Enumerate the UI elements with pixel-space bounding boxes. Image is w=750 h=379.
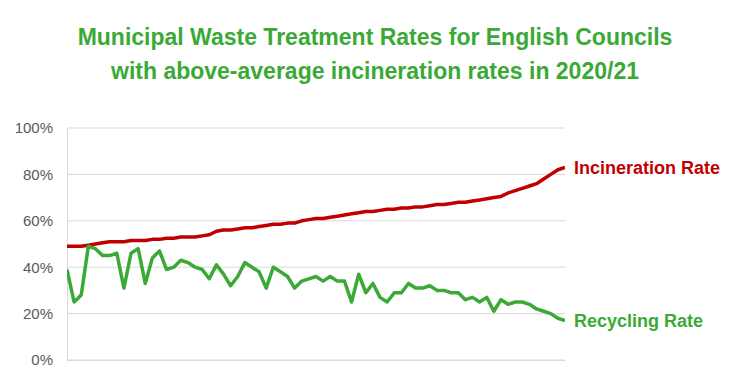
title-line: with above-average incineration rates in… xyxy=(110,58,639,84)
series-label: Recycling Rate xyxy=(574,311,703,331)
series-group xyxy=(67,167,565,320)
tick: 60% xyxy=(23,212,67,229)
grid-line xyxy=(67,313,565,314)
y-axis: 0% 20% 40% 60% 80% 100% xyxy=(15,119,68,368)
series-line xyxy=(67,167,565,246)
series-labels: Incineration Rate Recycling Rate xyxy=(574,158,720,331)
x-axis xyxy=(68,360,566,361)
grid-line xyxy=(67,360,565,361)
tick: 0% xyxy=(31,351,67,368)
series-label: Incineration Rate xyxy=(574,158,720,178)
tick-label: 0% xyxy=(31,351,53,368)
series-line xyxy=(67,246,565,320)
tick-label: 20% xyxy=(23,305,53,322)
plot: 0% 20% 40% 60% 80% 100% Incineration Rate Recyc… xyxy=(15,119,720,368)
title: Municipal Waste Treatment Rates for Engl… xyxy=(78,24,673,84)
grid-line xyxy=(67,128,565,129)
x-axis-line xyxy=(68,360,566,361)
grid xyxy=(67,128,565,360)
chart: Municipal Waste Treatment Rates for Engl… xyxy=(0,0,750,379)
tick-label: 60% xyxy=(23,212,53,229)
y-axis-line xyxy=(67,129,68,361)
tick-label: 40% xyxy=(23,259,53,276)
tick: 40% xyxy=(23,259,67,276)
grid-line xyxy=(67,220,565,221)
tick-label: 80% xyxy=(23,166,53,183)
tick: 100% xyxy=(15,119,67,136)
title-line: Municipal Waste Treatment Rates for Engl… xyxy=(78,24,673,50)
tick-label: 100% xyxy=(15,119,53,136)
tick: 20% xyxy=(23,305,67,322)
tick: 80% xyxy=(23,166,67,183)
grid-line xyxy=(67,174,565,175)
